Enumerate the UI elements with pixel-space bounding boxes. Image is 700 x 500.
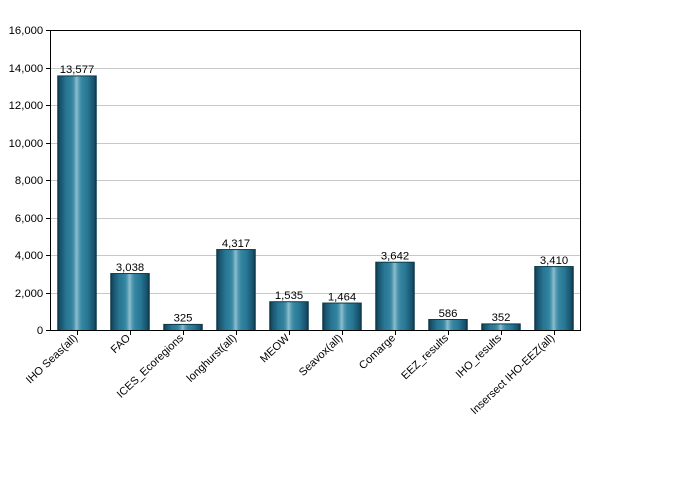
svg-text:10,000: 10,000 — [9, 138, 44, 150]
svg-text:4,000: 4,000 — [15, 250, 43, 262]
svg-text:325: 325 — [174, 313, 193, 325]
svg-text:352: 352 — [492, 312, 511, 324]
svg-text:4,317: 4,317 — [222, 238, 250, 250]
svg-text:586: 586 — [439, 308, 458, 320]
svg-text:3,038: 3,038 — [116, 262, 144, 274]
svg-text:2,000: 2,000 — [15, 288, 43, 300]
svg-text:1,464: 1,464 — [328, 291, 356, 303]
svg-text:1,535: 1,535 — [275, 290, 303, 302]
svg-text:16,000: 16,000 — [9, 25, 44, 37]
svg-text:8,000: 8,000 — [15, 175, 43, 187]
svg-text:13,577: 13,577 — [60, 64, 95, 76]
svg-text:3,410: 3,410 — [540, 255, 568, 267]
svg-text:6,000: 6,000 — [15, 213, 43, 225]
svg-text:0: 0 — [37, 325, 43, 337]
svg-text:3,642: 3,642 — [381, 251, 409, 263]
svg-text:12,000: 12,000 — [9, 100, 44, 112]
svg-text:14,000: 14,000 — [9, 63, 44, 75]
